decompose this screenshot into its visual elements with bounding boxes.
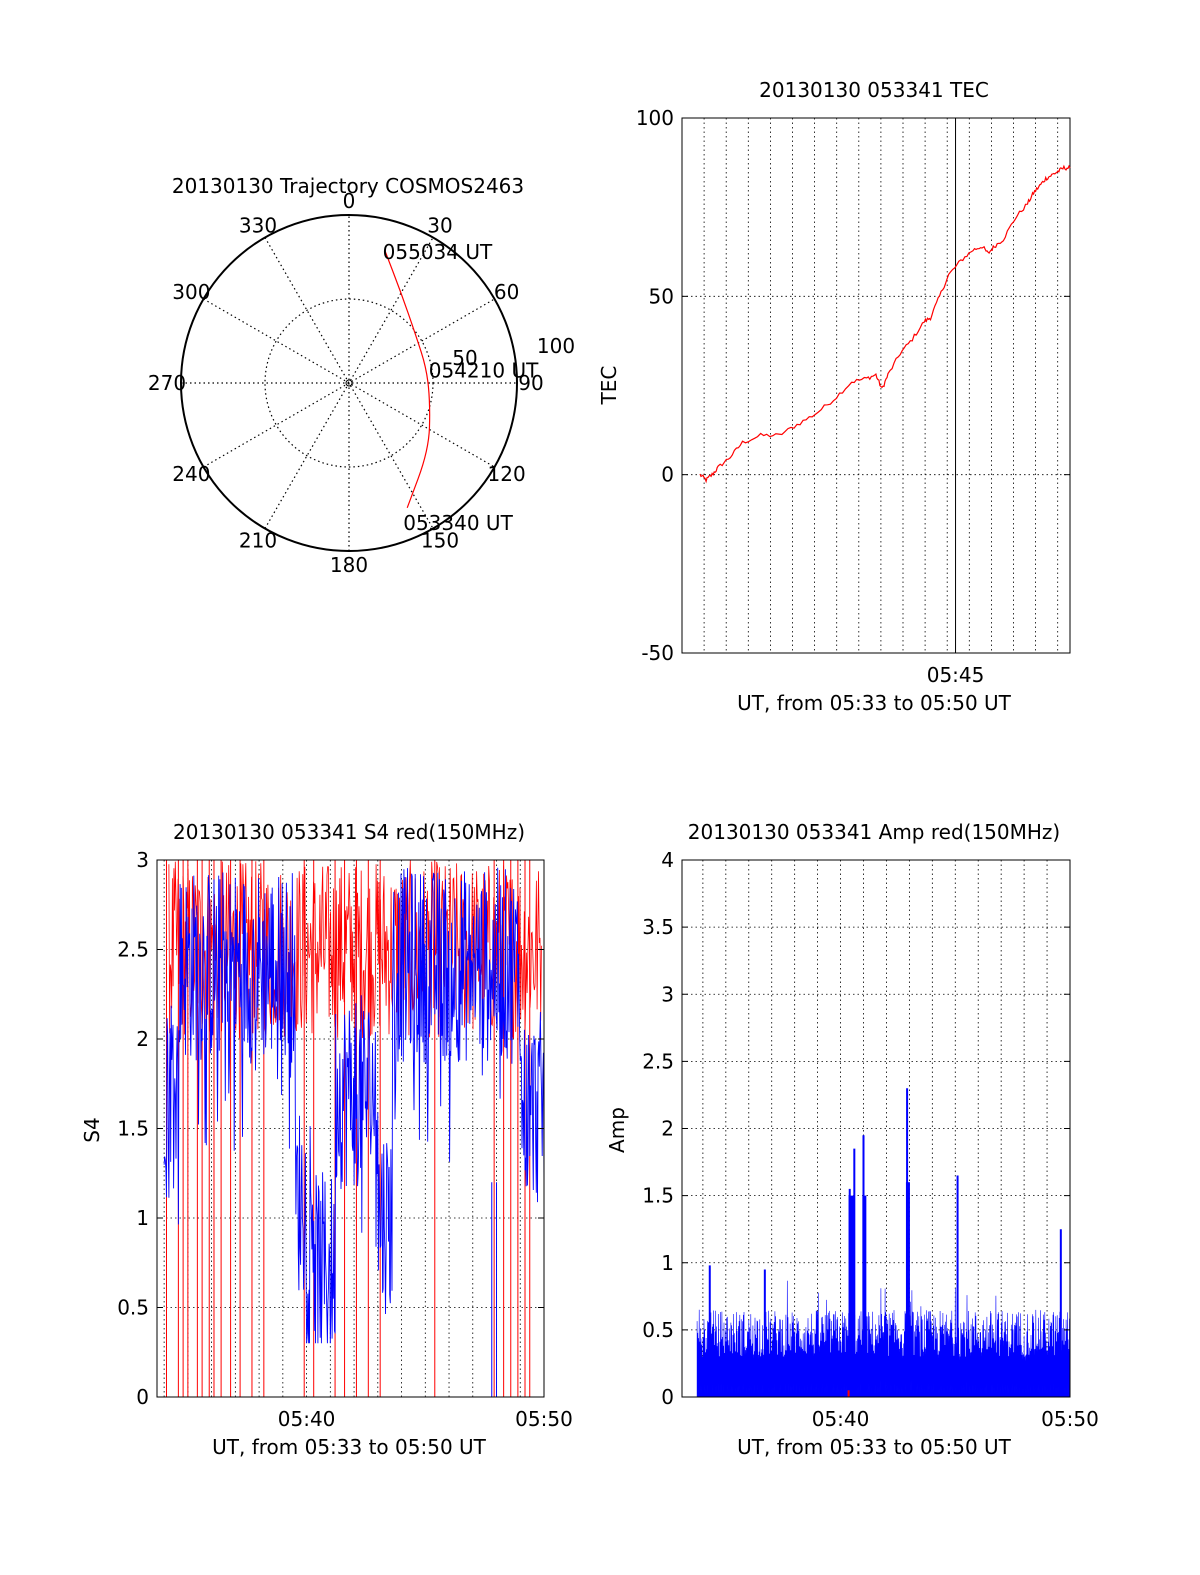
amp-y-tick-label: 3.5: [642, 915, 674, 939]
polar-angle-label: 300: [172, 280, 210, 304]
polar-angle-label: 330: [239, 213, 277, 237]
polar-angle-label: 210: [239, 529, 277, 553]
tec-plot-frame: [681, 117, 1071, 654]
polar-radius-labels: 50 100: [452, 334, 575, 370]
s4-chart: 20130130 053341 S4 red(150MHz) 3 2.5 2 1.5 1…: [80, 820, 573, 1459]
trajectory-time-label: 055034 UT: [383, 240, 493, 264]
tec-y-tick-label: 100: [636, 106, 674, 130]
polar-trajectory-chart: 20130130 Trajectory COSMOS2463 0 30 60 90 12…: [148, 174, 575, 577]
s4-y-tick-label: 2.5: [117, 938, 149, 962]
tec-chart: 20130130 053341 TEC 100 50 0 -50 05:45 UT, …: [597, 78, 1071, 715]
s4-y-ticks: 3 2.5 2 1.5 1 0.5 0: [117, 848, 544, 1409]
amp-peak-block: [862, 1195, 867, 1397]
trajectory-time-label: 054210 UT: [429, 358, 539, 382]
tec-y-ticks: 100 50 0 -50: [636, 106, 1070, 665]
tec-grid: [682, 118, 1070, 653]
amp-x-tick-label: 05:40: [812, 1407, 870, 1431]
amp-y-tick-label: 0.5: [642, 1318, 674, 1342]
amp-y-ticks: 4 3.5 3 2.5 2 1.5 1 0.5 0: [642, 848, 1070, 1409]
tec-y-tick-label: 50: [649, 284, 674, 308]
amp-y-tick-label: 2: [661, 1117, 674, 1141]
tec-y-tick-label: 0: [661, 463, 674, 487]
amp-peak-block: [905, 1182, 910, 1397]
polar-grid: [180, 214, 518, 552]
polar-angle-label: 60: [494, 280, 519, 304]
polar-angle-label: 30: [427, 213, 452, 237]
amp-grid: [682, 860, 1070, 1397]
s4-y-tick-label: 2: [136, 1027, 149, 1051]
s4-y-tick-label: 1: [136, 1206, 149, 1230]
polar-angle-label: 180: [330, 553, 368, 577]
s4-y-tick-label: 1.5: [117, 1117, 149, 1141]
amp-y-tick-label: 0: [661, 1385, 674, 1409]
amp-blue-series: [696, 1088, 1071, 1398]
s4-title: 20130130 053341 S4 red(150MHz): [173, 820, 525, 844]
polar-angle-label: 240: [172, 462, 210, 486]
amp-y-tick-label: 4: [661, 848, 674, 872]
amp-chart: 20130130 053341 Amp red(150MHz) 4 3.5 3 2.5…: [605, 820, 1099, 1459]
s4-y-tick-label: 0: [136, 1385, 149, 1409]
polar-angle-label: 0: [343, 189, 356, 213]
tec-title: 20130130 053341 TEC: [759, 78, 989, 102]
polar-angle-label: 90: [518, 371, 543, 395]
s4-blue-series: [163, 867, 545, 1397]
tec-x-tick-label: 05:45: [927, 663, 985, 687]
tec-x-axis-label: UT, from 05:33 to 05:50 UT: [737, 691, 1012, 715]
amp-title: 20130130 053341 Amp red(150MHz): [688, 820, 1060, 844]
tec-y-tick-label: -50: [641, 641, 674, 665]
amp-y-axis-label: Amp: [605, 1107, 629, 1153]
polar-angle-label: 150: [421, 529, 459, 553]
trajectory-time-label: 053340 UT: [403, 511, 513, 535]
polar-radius-label: 100: [537, 334, 575, 358]
polar-title: 20130130 Trajectory COSMOS2463: [172, 174, 524, 198]
polar-spoke: [264, 237, 434, 529]
amp-x-tick-label: 05:50: [1041, 1407, 1099, 1431]
polar-radius-label: 50: [452, 346, 477, 370]
amp-y-tick-label: 2.5: [642, 1049, 674, 1073]
amp-y-tick-label: 1.5: [642, 1184, 674, 1208]
trajectory-annotations: 055034 UT 054210 UT 053340 UT: [383, 240, 539, 535]
amp-peak-block: [848, 1195, 854, 1397]
s4-y-tick-label: 3: [136, 848, 149, 872]
s4-x-tick-label: 05:50: [515, 1407, 573, 1431]
polar-angle-label: 120: [488, 462, 526, 486]
amp-y-tick-label: 3: [661, 982, 674, 1006]
s4-x-ticks: 05:40 05:50: [278, 1407, 573, 1431]
amp-x-ticks: 05:40 05:50: [812, 1407, 1099, 1431]
polar-angle-labels: 0 30 60 90 120 150 180 210 240 270 300 330: [148, 189, 544, 577]
amp-y-tick-label: 1: [661, 1251, 674, 1275]
polar-angle-label: 270: [148, 371, 186, 395]
tec-series-line: [699, 164, 1071, 484]
s4-y-tick-label: 0.5: [117, 1296, 149, 1320]
trajectory-line: [384, 249, 431, 509]
amp-blue-area: [696, 1280, 1071, 1398]
tec-x-ticks: 05:45: [927, 118, 985, 687]
s4-y-axis-label: S4: [80, 1117, 104, 1142]
s4-blue-line: [163, 867, 545, 1344]
amp-x-axis-label: UT, from 05:33 to 05:50 UT: [737, 1435, 1012, 1459]
s4-x-axis-label: UT, from 05:33 to 05:50 UT: [212, 1435, 487, 1459]
tec-y-axis-label: TEC: [597, 366, 621, 406]
s4-x-tick-label: 05:40: [278, 1407, 336, 1431]
